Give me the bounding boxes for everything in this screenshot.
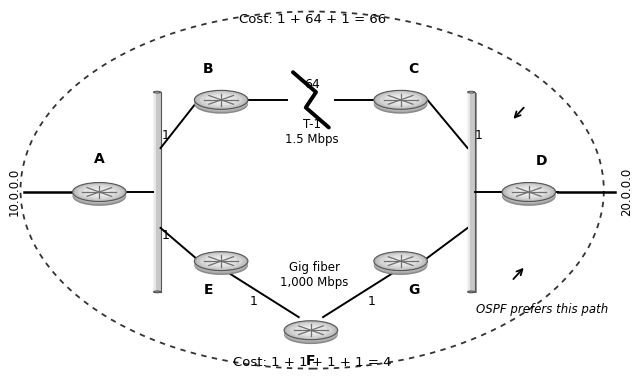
Ellipse shape xyxy=(200,253,242,269)
Text: Cost: 1 + 64 + 1 = 66: Cost: 1 + 64 + 1 = 66 xyxy=(238,13,386,26)
Ellipse shape xyxy=(467,91,474,93)
Ellipse shape xyxy=(204,255,238,267)
Text: A: A xyxy=(94,152,104,166)
Ellipse shape xyxy=(502,185,556,204)
Ellipse shape xyxy=(194,256,248,275)
Ellipse shape xyxy=(508,184,550,200)
Ellipse shape xyxy=(512,186,545,198)
Text: C: C xyxy=(408,62,419,76)
Ellipse shape xyxy=(287,321,335,339)
Ellipse shape xyxy=(284,324,338,343)
Ellipse shape xyxy=(194,90,248,109)
Ellipse shape xyxy=(374,256,428,275)
Ellipse shape xyxy=(194,252,248,271)
Text: Gig fiber
1,000 Mbps: Gig fiber 1,000 Mbps xyxy=(280,261,348,288)
Ellipse shape xyxy=(502,184,556,203)
Ellipse shape xyxy=(374,90,428,109)
Ellipse shape xyxy=(294,324,328,336)
Ellipse shape xyxy=(374,253,428,272)
Ellipse shape xyxy=(384,255,417,267)
Ellipse shape xyxy=(502,182,556,202)
Ellipse shape xyxy=(194,92,248,111)
FancyBboxPatch shape xyxy=(469,93,477,293)
FancyBboxPatch shape xyxy=(154,92,156,292)
FancyBboxPatch shape xyxy=(154,92,160,292)
Ellipse shape xyxy=(290,323,332,338)
Text: D: D xyxy=(536,154,547,168)
Ellipse shape xyxy=(194,95,248,114)
Ellipse shape xyxy=(211,258,231,265)
Text: 1: 1 xyxy=(162,228,169,242)
Ellipse shape xyxy=(502,187,556,206)
Text: 20.0.0.0: 20.0.0.0 xyxy=(620,168,633,216)
Ellipse shape xyxy=(83,186,116,198)
Ellipse shape xyxy=(72,182,126,202)
FancyBboxPatch shape xyxy=(468,92,474,292)
Text: 1: 1 xyxy=(162,129,169,142)
Text: G: G xyxy=(408,283,419,297)
Ellipse shape xyxy=(379,92,422,108)
Ellipse shape xyxy=(197,91,246,109)
Text: T-1
1.5 Mbps: T-1 1.5 Mbps xyxy=(285,119,339,146)
Ellipse shape xyxy=(374,95,428,114)
Ellipse shape xyxy=(376,91,425,109)
Text: 1: 1 xyxy=(474,129,482,142)
Ellipse shape xyxy=(204,94,238,106)
Text: Cost: 1 + 1 + 1 + 1 = 4: Cost: 1 + 1 + 1 + 1 = 4 xyxy=(233,356,392,369)
Text: B: B xyxy=(203,62,213,76)
Ellipse shape xyxy=(194,255,248,273)
Ellipse shape xyxy=(301,327,321,334)
Ellipse shape xyxy=(504,183,553,201)
Ellipse shape xyxy=(390,96,411,103)
Text: OSPF prefers this path: OSPF prefers this path xyxy=(476,303,608,316)
Ellipse shape xyxy=(72,184,126,203)
Ellipse shape xyxy=(197,252,246,270)
Ellipse shape xyxy=(390,258,411,265)
Ellipse shape xyxy=(519,189,539,195)
Ellipse shape xyxy=(374,92,428,111)
Text: 1: 1 xyxy=(368,295,376,308)
Ellipse shape xyxy=(376,252,425,270)
Ellipse shape xyxy=(72,185,126,204)
Ellipse shape xyxy=(154,91,160,93)
FancyBboxPatch shape xyxy=(468,92,470,292)
Ellipse shape xyxy=(211,96,231,103)
Ellipse shape xyxy=(379,253,422,269)
Ellipse shape xyxy=(467,291,474,293)
Ellipse shape xyxy=(284,321,338,340)
Ellipse shape xyxy=(75,183,124,201)
Ellipse shape xyxy=(89,189,110,195)
Ellipse shape xyxy=(284,325,338,344)
Ellipse shape xyxy=(374,255,428,273)
Ellipse shape xyxy=(194,253,248,272)
Text: 64: 64 xyxy=(304,78,320,91)
Ellipse shape xyxy=(374,93,428,112)
Ellipse shape xyxy=(78,184,121,200)
Text: 10.0.0.0: 10.0.0.0 xyxy=(8,168,21,216)
Text: F: F xyxy=(306,354,315,368)
Ellipse shape xyxy=(374,252,428,271)
Ellipse shape xyxy=(384,94,417,106)
Ellipse shape xyxy=(154,291,160,293)
Ellipse shape xyxy=(72,187,126,206)
FancyBboxPatch shape xyxy=(155,93,163,293)
Ellipse shape xyxy=(194,93,248,112)
Text: 1: 1 xyxy=(249,295,257,308)
Ellipse shape xyxy=(200,92,242,108)
Text: E: E xyxy=(204,283,213,297)
Ellipse shape xyxy=(284,322,338,341)
